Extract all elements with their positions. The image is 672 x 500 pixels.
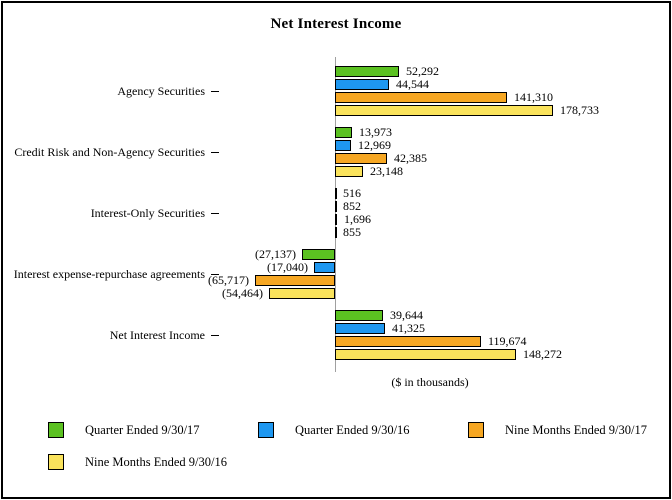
bar-value-label: 178,733 [560,103,599,117]
bar [302,249,335,260]
bar-value-label: (17,040) [267,260,308,274]
bar [335,166,363,177]
bar [255,275,335,286]
category-tick [211,91,219,92]
legend-label: Quarter Ended 9/30/16 [295,423,410,437]
bar [335,153,387,164]
category-tick [211,213,219,214]
bar-value-label: 52,292 [406,64,439,78]
bar-value-label: 23,148 [370,164,403,178]
bar [335,66,399,77]
bar [335,323,385,334]
legend-label: Quarter Ended 9/30/17 [85,423,200,437]
legend-swatch [48,454,64,470]
bar-value-label: (27,137) [255,247,296,261]
bar-value-label: 41,325 [392,321,425,335]
bar [335,79,389,90]
legend-swatch [468,422,484,438]
category-label: Interest expense-repurchase agreements [13,267,205,281]
bar-value-label: 148,272 [523,347,562,361]
chart-title: Net Interest Income [270,16,402,32]
category-label: Credit Risk and Non-Agency Securities [14,145,205,159]
bar [335,188,337,199]
category-label: Net Interest Income [109,328,205,342]
bar [335,310,383,321]
bar [335,349,516,360]
bar-value-label: 141,310 [514,90,553,104]
bar [335,105,553,116]
category-label: Interest-Only Securities [90,206,205,220]
legend-swatch [258,422,274,438]
bar [335,127,352,138]
legend-label: Nine Months Ended 9/30/17 [505,423,648,437]
bar-value-label: 13,973 [359,125,392,139]
bar [335,336,481,347]
bar-value-label: (65,717) [208,273,249,287]
bar-value-label: 516 [343,186,361,200]
bar [335,140,351,151]
bar-value-label: 852 [343,199,361,213]
bar-value-label: 855 [343,225,361,239]
bar [335,214,337,225]
legend-swatch [48,422,64,438]
bar-value-label: 39,644 [390,308,423,322]
bar-value-label: 42,385 [394,151,427,165]
category-tick [211,274,219,275]
bar [314,262,335,273]
legend-label: Nine Months Ended 9/30/16 [85,455,228,469]
plot-area: Agency Securities 52,292 44,544 141,310 178,… [0,55,672,375]
bar [335,92,507,103]
bar [335,227,337,238]
category-tick [211,335,219,336]
bar [335,201,337,212]
bar-value-label: 12,969 [358,138,391,152]
category-label: Agency Securities [117,84,205,98]
category-tick [211,152,219,153]
x-axis-label: ($ in thousands) [391,375,469,389]
bar-value-label: (54,464) [222,286,263,300]
bar-value-label: 119,674 [488,334,527,348]
bar-value-label: 44,544 [396,77,429,91]
bar-value-label: 1,696 [344,212,371,226]
bar [269,288,335,299]
